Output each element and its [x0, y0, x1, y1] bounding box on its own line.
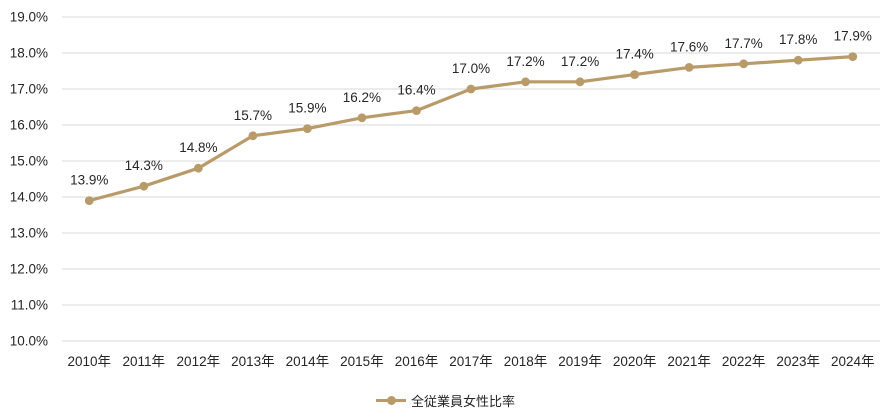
- data-label: 17.0%: [452, 61, 490, 76]
- data-label: 17.9%: [834, 29, 872, 44]
- data-label: 14.3%: [125, 158, 163, 173]
- data-point: [630, 70, 639, 79]
- x-axis-tick-label: 2010年: [67, 354, 111, 369]
- data-point: [793, 55, 803, 65]
- data-label: 17.2%: [506, 54, 544, 69]
- data-point: [248, 131, 258, 141]
- data-label: 13.9%: [70, 173, 108, 188]
- y-axis-tick-label: 12.0%: [10, 262, 48, 277]
- legend-dot-icon: [386, 396, 396, 405]
- x-axis-tick-label: 2016年: [395, 354, 439, 369]
- data-point: [139, 181, 149, 191]
- y-axis-tick-label: 17.0%: [10, 82, 48, 97]
- data-label: 17.7%: [725, 36, 763, 51]
- x-axis-tick-label: 2017年: [449, 354, 493, 369]
- legend-line-marker-icon: [375, 396, 406, 405]
- data-point: [303, 124, 312, 133]
- x-axis-tick-label: 2015年: [340, 354, 384, 369]
- y-axis-tick-label: 18.0%: [10, 46, 48, 61]
- data-point: [521, 77, 530, 87]
- data-point: [466, 84, 476, 94]
- data-label: 15.9%: [288, 101, 326, 116]
- x-axis-tick-label: 2023年: [776, 354, 820, 369]
- x-axis-tick-label: 2019年: [558, 354, 602, 369]
- y-axis-tick-label: 16.0%: [10, 118, 48, 133]
- data-label: 17.4%: [615, 47, 653, 62]
- x-axis-tick-label: 2022年: [722, 354, 766, 369]
- x-axis-tick-label: 2020年: [613, 354, 657, 369]
- data-label: 17.2%: [561, 54, 599, 69]
- data-label: 14.8%: [179, 140, 217, 155]
- data-point: [412, 106, 421, 115]
- x-axis-tick-label: 2024年: [831, 354, 875, 369]
- x-axis-tick-label: 2012年: [177, 354, 221, 369]
- data-label: 16.4%: [397, 83, 435, 98]
- data-point: [739, 59, 749, 69]
- y-axis-tick-label: 15.0%: [10, 154, 48, 169]
- data-point: [357, 113, 367, 123]
- x-axis-tick-label: 2021年: [667, 354, 711, 369]
- y-axis-tick-label: 13.0%: [10, 226, 48, 241]
- legend: 全従業員女性比率: [0, 391, 891, 410]
- data-label: 17.8%: [779, 32, 817, 47]
- data-point: [575, 77, 585, 87]
- legend-label: 全従業員女性比率: [410, 394, 515, 409]
- x-axis-tick-label: 2014年: [286, 354, 330, 369]
- y-axis-tick-label: 11.0%: [11, 298, 48, 313]
- x-axis-tick-label: 2013年: [231, 354, 275, 369]
- data-label: 17.6%: [670, 39, 708, 54]
- data-point: [84, 196, 94, 206]
- data-point: [848, 52, 858, 61]
- y-axis-tick-label: 10.0%: [10, 334, 48, 349]
- data-label: 16.2%: [343, 90, 381, 105]
- y-axis-tick-label: 19.0%: [10, 10, 48, 25]
- data-point: [193, 163, 203, 173]
- line-series: [87, 54, 855, 203]
- x-axis-tick-label: 2018年: [504, 354, 548, 369]
- data-label: 15.7%: [234, 108, 272, 123]
- y-axis-tick-label: 14.0%: [10, 190, 48, 205]
- data-point: [684, 63, 694, 72]
- x-axis-tick-label: 2011年: [123, 354, 166, 369]
